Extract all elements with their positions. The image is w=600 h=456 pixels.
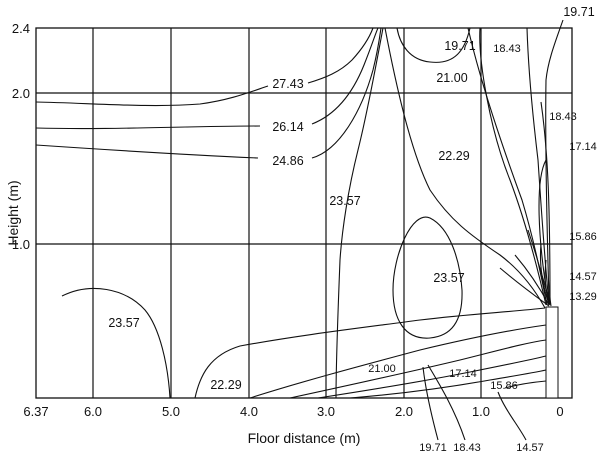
y-tick-2-0: 2.0 [12, 86, 30, 101]
contour-label-15-86-bottom: 15.86 [490, 380, 518, 392]
contour-label-19-71-top: 19.71 [444, 39, 475, 53]
x-tick-2-0: 2.0 [395, 404, 413, 419]
contour-label-24-86: 24.86 [272, 154, 303, 168]
contour-line-19-71-right [545, 19, 564, 301]
contour-line-fan-a [499, 267, 550, 307]
plot-area-frame [35, 27, 573, 399]
contour-line-22-29-bottom [194, 307, 546, 399]
contour-line-27-43-top [35, 85, 269, 107]
x-tick-6-37: 6.37 [23, 404, 48, 419]
contour-label-15-86: 15.86 [569, 231, 597, 243]
contour-line-18-43-inner [540, 101, 551, 303]
contour-label-26-14: 26.14 [272, 120, 303, 134]
below-axis-labels: 19.71 18.43 14.57 [419, 442, 544, 454]
contour-line-13-29-fan [549, 279, 552, 307]
contour-label-18-43-top: 18.43 [493, 43, 521, 55]
x-tick-3-0: 3.0 [317, 404, 335, 419]
contour-labels: 27.43 26.14 24.86 19.71 18.43 19.71 21.0… [108, 5, 596, 392]
contour-label-17-14-right: 17.14 [569, 141, 597, 153]
contour-line-24-86-right [311, 27, 382, 159]
contour-line-19-71-bottom [289, 339, 547, 399]
contour-label-23-57-left: 23.57 [108, 316, 139, 330]
contour-line-14-57-lead [497, 391, 527, 441]
contour-line-23-57-tall [335, 27, 384, 399]
contour-line-15-86-bottom [504, 380, 547, 389]
contour-line-18-43-lead [427, 364, 466, 441]
contour-label-22-29-bottom: 22.29 [210, 378, 241, 392]
contour-line-26-14-right [311, 27, 379, 125]
contour-line-17-14-bottom [349, 369, 547, 399]
contour-line-18-43-col [526, 27, 550, 304]
contour-label-21-00-upper: 21.00 [436, 71, 467, 85]
contour-label-27-43: 27.43 [272, 77, 303, 91]
contour-lines [35, 19, 564, 441]
contour-label-22-29: 22.29 [438, 149, 469, 163]
contour-label-19-71-corner: 19.71 [563, 5, 594, 19]
contour-line-24-86-left [35, 144, 259, 159]
contour-line-fan-c [527, 229, 551, 305]
contour-line-23-57-inner-loop [392, 216, 463, 339]
x-tick-6-0: 6.0 [84, 404, 102, 419]
contour-line-19-71-top [467, 27, 548, 306]
contour-line-21-00-bottom [249, 324, 547, 399]
y-tick-2-4: 2.4 [12, 21, 30, 36]
contour-line-18-43-bottom [317, 355, 547, 399]
contour-label-23-57-upper: 23.57 [329, 194, 360, 208]
contour-label-23-57-inner: 23.57 [433, 271, 464, 285]
air-outlet-box [545, 306, 559, 399]
contour-line-27-43-right [307, 27, 374, 84]
contour-label-14-57-below: 14.57 [516, 442, 544, 454]
contour-label-18-43-below: 18.43 [453, 442, 481, 454]
x-tick-4-0: 4.0 [240, 404, 258, 419]
contour-line-23-57-left-loop [61, 287, 171, 399]
y-axis-ticks: 2.4 2.0 1.0 [12, 21, 30, 252]
contour-line-22-29-outer [384, 27, 546, 309]
gridlines [36, 28, 572, 398]
x-tick-1-0: 1.0 [472, 404, 490, 419]
x-axis-ticks: 6.37 6.0 5.0 4.0 3.0 2.0 1.0 0 [23, 404, 563, 419]
contour-label-13-29: 13.29 [569, 291, 597, 303]
y-axis-title: Height (m) [5, 180, 21, 245]
contour-line-fan-b [514, 254, 550, 306]
contour-label-18-43-right: 18.43 [549, 111, 577, 123]
contour-label-17-14-bottom: 17.14 [449, 368, 477, 380]
x-tick-0: 0 [556, 404, 563, 419]
contour-line-21-00-upper [396, 27, 471, 63]
contour-label-14-57: 14.57 [569, 271, 597, 283]
contour-label-21-00-bottom: 21.00 [368, 363, 396, 375]
contour-label-19-71-below: 19.71 [419, 442, 447, 454]
contour-line-21-00-side [479, 27, 547, 306]
contour-line-19-71-lead [422, 366, 439, 441]
contour-line-26-14-left [35, 125, 261, 130]
y-tick-1-0: 1.0 [12, 237, 30, 252]
x-tick-5-0: 5.0 [162, 404, 180, 419]
x-axis-title: Floor distance (m) [248, 430, 361, 446]
